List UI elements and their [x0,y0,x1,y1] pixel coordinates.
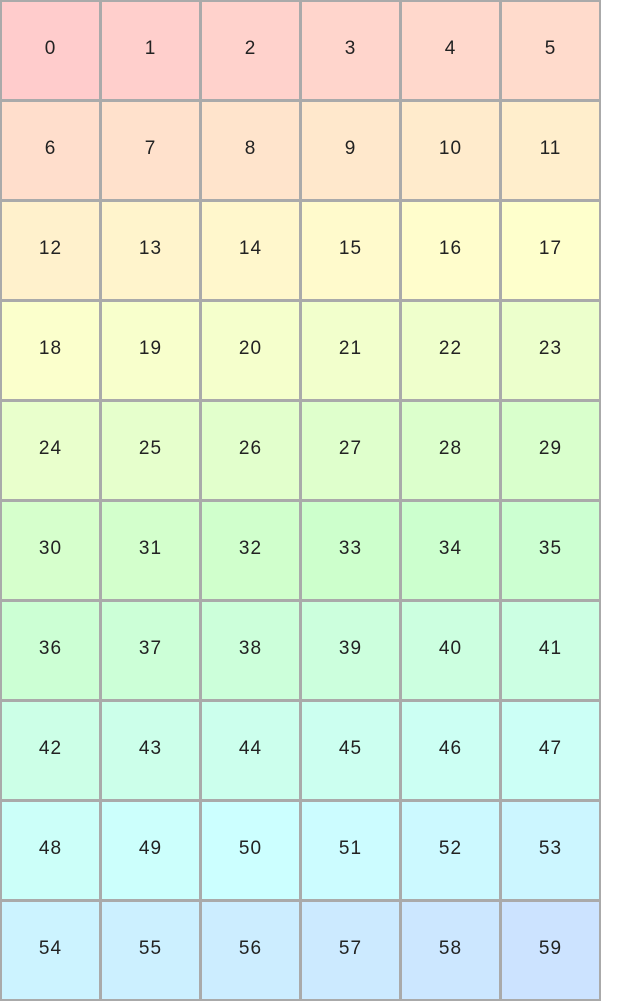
grid-cell: 42 [2,702,99,799]
grid-cell: 52 [402,802,499,899]
grid-cell: 47 [502,702,599,799]
grid-cell: 32 [202,502,299,599]
grid-cell: 38 [202,602,299,699]
grid-cell: 14 [202,202,299,299]
grid-cell: 5 [502,2,599,99]
grid-cell: 15 [302,202,399,299]
grid-cell: 43 [102,702,199,799]
grid-cell: 25 [102,402,199,499]
grid-cell: 12 [2,202,99,299]
grid-cell: 23 [502,302,599,399]
grid-cell: 36 [2,602,99,699]
grid-cell: 54 [2,902,99,999]
grid-cell: 29 [502,402,599,499]
grid-cell: 57 [302,902,399,999]
grid-cell: 35 [502,502,599,599]
grid-cell: 20 [202,302,299,399]
grid-cell: 11 [502,102,599,199]
grid-cell: 4 [402,2,499,99]
grid-cell: 44 [202,702,299,799]
grid-cell: 22 [402,302,499,399]
grid-cell: 45 [302,702,399,799]
grid-cell: 34 [402,502,499,599]
grid-cell: 7 [102,102,199,199]
grid-cell: 51 [302,802,399,899]
grid-cell: 48 [2,802,99,899]
grid-cell: 50 [202,802,299,899]
grid-cell: 10 [402,102,499,199]
grid-cell: 16 [402,202,499,299]
grid-cell: 3 [302,2,399,99]
grid-cell: 18 [2,302,99,399]
grid-cell: 37 [102,602,199,699]
grid-cell: 26 [202,402,299,499]
grid-cell: 59 [502,902,599,999]
grid-cell: 58 [402,902,499,999]
grid-cell: 13 [102,202,199,299]
grid-cell: 19 [102,302,199,399]
grid-cell: 2 [202,2,299,99]
grid-cell: 31 [102,502,199,599]
grid-cell: 39 [302,602,399,699]
grid-cell: 0 [2,2,99,99]
grid-cell: 55 [102,902,199,999]
grid-cell: 40 [402,602,499,699]
grid-cell: 24 [2,402,99,499]
grid-cell: 56 [202,902,299,999]
grid-cell: 53 [502,802,599,899]
grid-cell: 28 [402,402,499,499]
grid-cell: 46 [402,702,499,799]
grid-cell: 8 [202,102,299,199]
grid-cell: 9 [302,102,399,199]
grid-cell: 49 [102,802,199,899]
grid-cell: 1 [102,2,199,99]
grid-cell: 30 [2,502,99,599]
grid-cell: 21 [302,302,399,399]
grid-cell: 41 [502,602,599,699]
grid-cell: 27 [302,402,399,499]
number-grid: 0 1 2 3 4 5 6 7 8 9 10 11 12 13 14 15 16 17 18 19 20 21 22 23 24… [0,0,601,1001]
grid-cell: 17 [502,202,599,299]
grid-cell: 33 [302,502,399,599]
grid-cell: 6 [2,102,99,199]
